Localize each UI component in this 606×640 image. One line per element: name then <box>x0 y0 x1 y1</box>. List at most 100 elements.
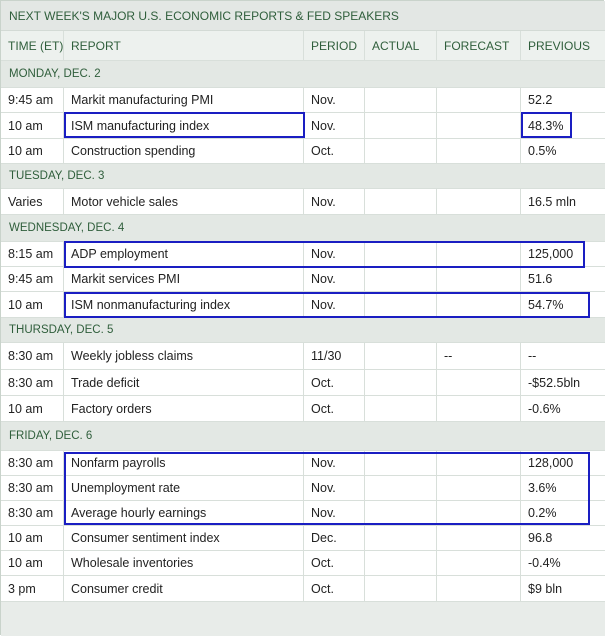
cell-forecast <box>437 242 521 266</box>
cell-forecast <box>437 88 521 112</box>
cell-time: 3 pm <box>1 576 64 601</box>
cell-report: Consumer sentiment index <box>64 526 304 550</box>
cell-time: 10 am <box>1 551 64 575</box>
cell-previous: 52.2 <box>528 93 553 107</box>
cell-report: ADP employment <box>64 242 304 266</box>
cell-actual <box>365 139 437 163</box>
cell-report: Trade deficit <box>64 370 304 395</box>
cell-period: Nov. <box>304 88 365 112</box>
table-row: 10 am Consumer sentiment index Dec. 96.8 <box>1 526 605 551</box>
table-row: Varies Motor vehicle sales Nov. 16.5 mln <box>1 189 605 215</box>
cell-period: Dec. <box>304 526 365 550</box>
cell-previous: 3.6% <box>528 481 557 495</box>
cell-period: Nov. <box>304 189 365 214</box>
cell-time: 10 am <box>1 113 64 138</box>
col-header-period: PERIOD <box>304 31 365 60</box>
table-row: 8:15 am ADP employment Nov. 125,000 <box>1 242 605 267</box>
table-row: 9:45 am Markit manufacturing PMI Nov. 52… <box>1 88 605 113</box>
cell-previous: $9 bln <box>528 581 563 596</box>
cell-time: 9:45 am <box>1 88 64 112</box>
cell-previous: -0.4% <box>528 556 561 570</box>
cell-actual <box>365 343 437 369</box>
cell-period: Nov. <box>304 501 365 525</box>
cell-actual <box>365 551 437 575</box>
cell-report: ISM manufacturing index <box>64 113 304 138</box>
cell-previous: 96.8 <box>528 531 553 545</box>
table-title: NEXT WEEK'S MAJOR U.S. ECONOMIC REPORTS … <box>1 1 605 31</box>
cell-report: Wholesale inventories <box>64 551 304 575</box>
cell-time: 10 am <box>1 292 64 317</box>
cell-forecast <box>437 396 521 421</box>
cell-previous: 48.3% <box>528 118 564 133</box>
day-label: WEDNESDAY, DEC. 4 <box>9 222 125 234</box>
cell-actual <box>365 113 437 138</box>
day-header-thursday: THURSDAY, DEC. 5 <box>1 318 605 343</box>
cell-report: Unemployment rate <box>64 476 304 500</box>
cell-report: Markit manufacturing PMI <box>64 88 304 112</box>
col-header-report: REPORT <box>64 31 304 60</box>
cell-forecast <box>437 370 521 395</box>
cell-previous: 125,000 <box>528 247 574 261</box>
day-header-tuesday: TUESDAY, DEC. 3 <box>1 164 605 189</box>
table-row: 9:45 am Markit services PMI Nov. 51.6 <box>1 267 605 292</box>
cell-previous: 128,000 <box>528 456 574 470</box>
cell-actual <box>365 526 437 550</box>
cell-report: Motor vehicle sales <box>64 189 304 214</box>
cell-actual <box>365 476 437 500</box>
cell-forecast <box>437 113 521 138</box>
day-header-friday: FRIDAY, DEC. 6 <box>1 422 605 451</box>
col-header-time: TIME (ET) <box>1 31 64 60</box>
cell-previous: -- <box>528 349 537 363</box>
cell-actual <box>365 501 437 525</box>
cell-previous: -0.6% <box>528 401 561 416</box>
cell-previous: 54.7% <box>528 297 564 312</box>
cell-period: Oct. <box>304 370 365 395</box>
cell-previous: -$52.5bln <box>528 375 581 390</box>
cell-forecast <box>437 292 521 317</box>
table-footer <box>1 602 605 636</box>
cell-report: Factory orders <box>64 396 304 421</box>
cell-previous: 0.2% <box>528 506 557 520</box>
day-header-wednesday: WEDNESDAY, DEC. 4 <box>1 215 605 242</box>
cell-actual <box>365 451 437 475</box>
table-row: 10 am ISM manufacturing index Nov. 48.3% <box>1 113 605 139</box>
cell-period: Oct. <box>304 139 365 163</box>
cell-time: 8:30 am <box>1 501 64 525</box>
cell-period: Nov. <box>304 292 365 317</box>
day-label: MONDAY, DEC. 2 <box>9 68 101 80</box>
cell-actual <box>365 396 437 421</box>
table-row: 10 am Wholesale inventories Oct. -0.4% <box>1 551 605 576</box>
cell-period: Oct. <box>304 396 365 421</box>
cell-forecast <box>437 526 521 550</box>
cell-time: 8:15 am <box>1 242 64 266</box>
cell-period: Nov. <box>304 267 365 291</box>
cell-forecast <box>437 189 521 214</box>
cell-time: 8:30 am <box>1 370 64 395</box>
cell-time: Varies <box>1 189 64 214</box>
column-header-row: TIME (ET) REPORT PERIOD ACTUAL FORECAST … <box>1 31 605 61</box>
cell-actual <box>365 189 437 214</box>
cell-time: 8:30 am <box>1 476 64 500</box>
cell-report: Average hourly earnings <box>64 501 304 525</box>
cell-forecast <box>437 267 521 291</box>
cell-forecast <box>437 139 521 163</box>
table-row: 3 pm Consumer credit Oct. $9 bln <box>1 576 605 602</box>
cell-time: 8:30 am <box>1 343 64 369</box>
cell-report: Nonfarm payrolls <box>64 451 304 475</box>
col-header-previous: PREVIOUS <box>528 38 591 53</box>
cell-time: 10 am <box>1 396 64 421</box>
cell-report: Markit services PMI <box>64 267 304 291</box>
cell-actual <box>365 370 437 395</box>
cell-period: Nov. <box>304 113 365 138</box>
cell-time: 10 am <box>1 139 64 163</box>
table-row: 10 am ISM nonmanufacturing index Nov. 54… <box>1 292 605 318</box>
cell-report: Construction spending <box>64 139 304 163</box>
cell-forecast <box>437 551 521 575</box>
table-row: 10 am Factory orders Oct. -0.6% <box>1 396 605 422</box>
cell-forecast <box>437 501 521 525</box>
day-header-monday: MONDAY, DEC. 2 <box>1 61 605 88</box>
cell-forecast: -- <box>437 343 521 369</box>
cell-previous: 51.6 <box>528 272 553 286</box>
col-header-forecast: FORECAST <box>437 31 521 60</box>
